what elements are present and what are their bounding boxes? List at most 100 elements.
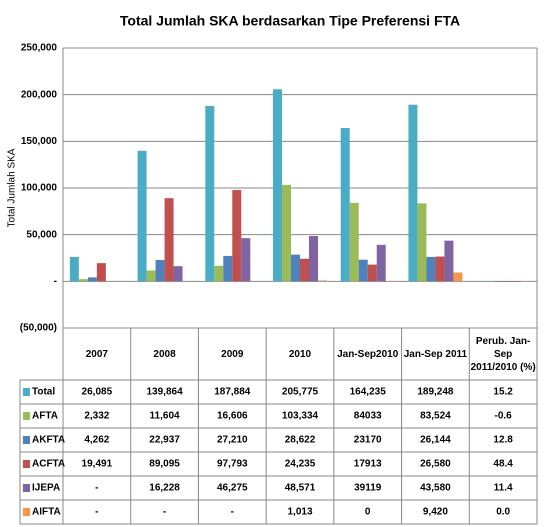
x-tick-label-box: 2010 (288, 348, 312, 360)
legend-swatch (23, 412, 30, 420)
bar (340, 128, 350, 282)
data-label: 0.0 (496, 507, 510, 518)
bar (408, 104, 418, 282)
data-label: 43,580 (420, 483, 451, 494)
data-label: - (163, 507, 166, 518)
x-tick-label-box: Jan-Sep 2011 (404, 349, 467, 360)
bar (444, 240, 454, 282)
bar (214, 265, 224, 282)
y-tick-label: 250,000 (21, 43, 58, 54)
data-label: 11.4 (494, 483, 513, 494)
bar (512, 281, 522, 282)
bar (426, 256, 436, 282)
data-label: 12.8 (493, 435, 513, 446)
data-label: 19,491 (82, 459, 113, 470)
bar (367, 264, 377, 282)
legend-label: AIFTA (32, 507, 61, 518)
bar (173, 266, 183, 282)
bar (164, 198, 174, 282)
bar (476, 281, 486, 282)
data-label: 46,275 (217, 483, 248, 494)
bar (318, 280, 327, 282)
legend-swatch (23, 508, 30, 516)
data-label: - (95, 483, 98, 494)
x-tick-label: Perub. Jan-Sep 2011/2010 (%) (470, 335, 536, 373)
bar (155, 259, 165, 282)
data-label: - (95, 507, 98, 518)
data-label: 103,334 (282, 411, 319, 422)
data-label: 0 (365, 507, 371, 518)
legend-label: Total (32, 387, 55, 398)
data-label: 16,228 (149, 483, 180, 494)
bar (521, 281, 531, 282)
bar (205, 105, 215, 282)
bar (300, 258, 309, 282)
x-tick-label: 2009 (221, 348, 244, 360)
x-tick-label-box: Jan-Sep2010 (337, 348, 399, 360)
data-label: 26,144 (420, 435, 451, 446)
y-tick-label: 200,000 (21, 89, 58, 100)
y-tick-label: 100,000 (21, 183, 58, 194)
bar (291, 254, 300, 282)
data-label: 189,248 (417, 387, 454, 398)
bar (385, 281, 395, 282)
data-label: 97,793 (217, 459, 248, 470)
x-tick-label: 2008 (153, 348, 176, 360)
data-label: 27,210 (217, 435, 248, 446)
data-label: 26,580 (420, 459, 451, 470)
y-tick-label: - (54, 276, 57, 287)
bar (503, 281, 513, 282)
y-tick-label: 50,000 (26, 229, 57, 240)
legend-swatch (23, 460, 30, 468)
x-tick-label-box: 2007 (86, 349, 108, 360)
bar (273, 89, 282, 282)
bar (146, 270, 156, 282)
x-tick-label-box: 2008 (153, 348, 176, 360)
data-label: 205,775 (282, 387, 319, 398)
bar (376, 244, 386, 282)
data-label: 17913 (354, 459, 382, 470)
bar (69, 256, 79, 282)
bar (78, 279, 88, 282)
y-tick-label: 150,000 (21, 136, 58, 147)
bar (137, 150, 147, 282)
data-label: 48,571 (285, 483, 316, 494)
legend-swatch (23, 388, 30, 396)
bar (494, 281, 504, 282)
bar (87, 277, 97, 282)
bar (417, 203, 427, 282)
legend-label: IJEPA (32, 483, 60, 494)
legend-label: AFTA (32, 411, 58, 422)
bar (223, 255, 233, 282)
data-label: -0.6 (495, 411, 513, 422)
bar (485, 281, 495, 282)
data-label: 26,085 (82, 387, 113, 398)
y-axis-label: Total Jumlah SKA (7, 148, 18, 227)
bar (358, 259, 368, 282)
legend-swatch (23, 436, 30, 444)
bar (241, 238, 251, 282)
x-tick-label: 2010 (288, 348, 312, 360)
data-label: 164,235 (350, 387, 387, 398)
bar (232, 190, 242, 282)
data-label: 22,937 (149, 435, 180, 446)
bar (453, 272, 463, 282)
data-label: 24,235 (285, 459, 316, 470)
data-label: 39119 (354, 483, 382, 494)
data-label: 84033 (354, 411, 382, 422)
data-label: 48.4 (493, 459, 513, 470)
data-label: 15.2 (493, 387, 513, 398)
data-label: 187,884 (214, 387, 251, 398)
data-label: 89,095 (149, 459, 180, 470)
x-tick-label-box: 2009 (221, 348, 244, 360)
legend-swatch (23, 484, 30, 492)
y-tick-label: (50,000) (20, 323, 57, 334)
data-label: 4,262 (84, 435, 109, 446)
legend-label: AKFTA (32, 435, 65, 446)
data-label: 139,864 (146, 387, 183, 398)
data-label: - (231, 507, 234, 518)
data-label: 11,604 (150, 411, 180, 422)
data-label: 28,622 (285, 435, 316, 446)
x-tick-label: Jan-Sep2010 (337, 348, 399, 360)
bar (349, 202, 359, 282)
